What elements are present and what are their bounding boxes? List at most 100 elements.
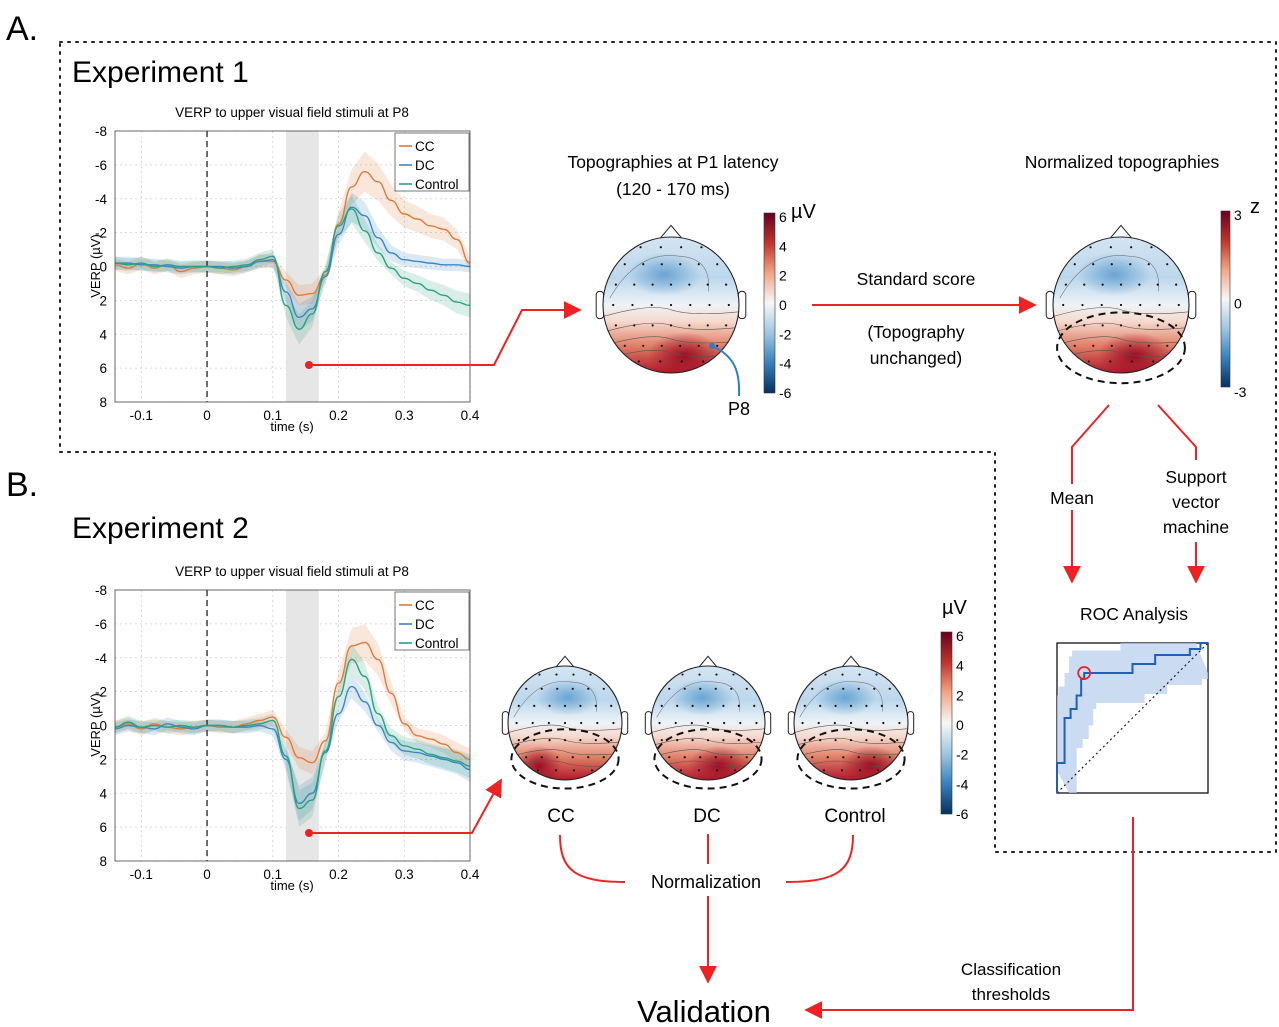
electrode-dot xyxy=(690,721,693,725)
z-unit: z xyxy=(1250,196,1260,218)
positive-region xyxy=(647,332,722,373)
colorbar-tick-label: 0 xyxy=(779,297,787,313)
electrode-dot xyxy=(590,769,594,772)
electrode-dot xyxy=(679,344,682,347)
electrode-dot xyxy=(660,344,663,347)
experiment1-title: Experiment 1 xyxy=(72,56,249,89)
electrode-dot xyxy=(572,673,575,676)
head-outline xyxy=(650,665,766,781)
electrode-dot xyxy=(753,739,756,742)
electrode-dot xyxy=(1119,283,1123,286)
electrode-dot xyxy=(1156,324,1159,327)
electrode-dot xyxy=(631,303,634,307)
group-label-dc: DC xyxy=(693,806,720,827)
electrode-dot xyxy=(614,283,617,286)
electrode-dot xyxy=(533,739,536,742)
electrode-dot xyxy=(681,673,684,676)
electrode-dot xyxy=(674,721,677,725)
electrode-dot xyxy=(733,769,737,772)
electrode-dot xyxy=(1092,344,1095,347)
electrode-dot xyxy=(898,721,901,725)
contour-line xyxy=(651,749,765,758)
x-axis-label: time (s) xyxy=(270,878,313,893)
roc-curve-plot xyxy=(1056,642,1209,794)
electrode-dot xyxy=(688,283,691,286)
electrode-dot xyxy=(715,673,718,676)
colorbar-tick-label: -2 xyxy=(779,326,792,342)
legend-box xyxy=(394,132,470,192)
electrode-dot xyxy=(669,324,673,327)
electrode-dot xyxy=(727,303,730,307)
electrode-dot xyxy=(660,704,663,708)
legend-label-cc: CC xyxy=(415,598,435,613)
electrode-dot xyxy=(563,721,567,725)
electrode-dot xyxy=(858,673,861,676)
electrode-dot xyxy=(633,324,636,327)
electrode-dot xyxy=(888,756,891,759)
electrode-dot xyxy=(699,756,702,759)
chart-title: VERP to upper visual field stimuli at P8 xyxy=(175,564,409,579)
electrode-dot xyxy=(612,303,615,307)
electrode-dot xyxy=(1064,283,1067,286)
electrode-dot xyxy=(525,687,528,690)
electrode-dot xyxy=(1073,344,1076,347)
roc-confidence-band xyxy=(1057,643,1208,793)
nose-shape xyxy=(555,655,575,668)
electrode-dot xyxy=(1087,360,1090,363)
electrode-dot xyxy=(849,739,853,742)
electrode-dot xyxy=(706,739,710,742)
electrode-dot xyxy=(875,673,878,676)
y-tick-label: -4 xyxy=(95,192,107,207)
occipital-roi-ellipse xyxy=(1056,311,1186,385)
electrode-dot xyxy=(1081,303,1084,307)
colorbar-tick-label: 6 xyxy=(779,209,787,225)
optimal-threshold-marker xyxy=(1077,666,1092,680)
electrode-dot xyxy=(702,360,705,363)
p8-electrode-label: P8 xyxy=(728,399,750,419)
contour-line xyxy=(1053,336,1189,347)
series-line-control xyxy=(115,658,470,810)
svm-label-3: machine xyxy=(1163,517,1229,537)
nose-shape xyxy=(659,224,683,239)
electrode-dot xyxy=(1166,263,1169,266)
panel-a-letter: A. xyxy=(6,10,38,48)
electrode-dot xyxy=(1083,324,1086,327)
electrode-dot xyxy=(659,360,662,363)
electrode-dot xyxy=(1062,303,1065,307)
electrode-dot xyxy=(725,283,728,286)
electrode-dot xyxy=(1152,360,1155,363)
head-outline xyxy=(507,665,623,781)
electrode-dot xyxy=(803,704,806,708)
electrode-dot xyxy=(826,687,829,690)
p8-electrode-marker xyxy=(709,343,715,349)
electrode-dot xyxy=(817,721,820,725)
electrode-dot xyxy=(689,303,692,307)
plot-frame xyxy=(114,589,471,862)
electrode-dot xyxy=(538,673,541,676)
colorbar-tick-label: 0 xyxy=(1234,296,1242,312)
electrode-dot xyxy=(737,704,740,708)
electrode-dot xyxy=(824,673,827,676)
colorbar-tick-label: 2 xyxy=(779,268,787,284)
electrode-dot xyxy=(1177,303,1180,307)
electrode-dot xyxy=(633,283,636,286)
svm-label-2: vector xyxy=(1172,492,1220,512)
y-tick-label: 4 xyxy=(99,327,107,342)
electrode-dot xyxy=(533,704,536,708)
x-tick-label: 0.4 xyxy=(461,867,480,882)
contour-line xyxy=(603,307,739,317)
p1-latency-window xyxy=(285,131,319,402)
electrode-dot xyxy=(637,360,640,363)
contour-line xyxy=(799,681,883,718)
electrode-dot xyxy=(589,673,592,676)
electrode-dot xyxy=(880,739,883,742)
electrode-dot xyxy=(896,704,899,708)
topography-unchanged-label-1: (Topography xyxy=(867,322,965,342)
electrode-dot xyxy=(650,303,653,307)
head-outline xyxy=(793,665,909,781)
mean-label: Mean xyxy=(1050,488,1094,508)
electrode-dot xyxy=(1147,263,1150,266)
topography-map-dc xyxy=(644,655,772,790)
y-tick-label: 2 xyxy=(99,293,107,308)
electrode-dot xyxy=(517,739,520,742)
